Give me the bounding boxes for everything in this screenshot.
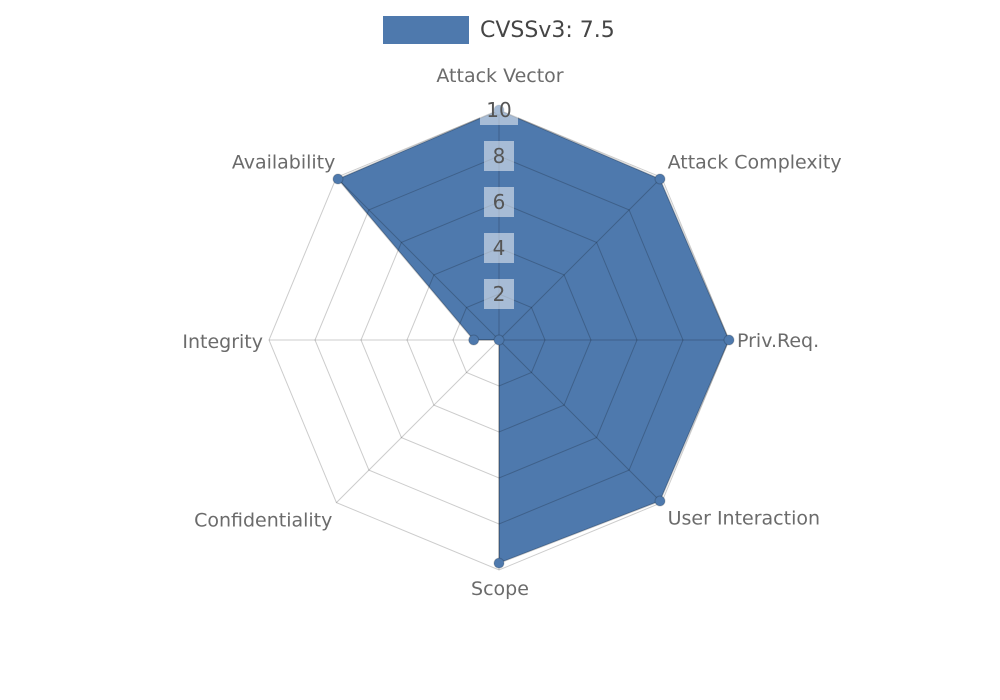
radar-grid-ring [406, 247, 592, 433]
radial-tick-box [484, 187, 514, 217]
radar-grid-ring [452, 293, 546, 387]
radial-tick-box [484, 279, 514, 309]
radar-series-area [337, 109, 730, 564]
radar-grid-spoke [498, 339, 662, 503]
radar-point [332, 173, 344, 185]
axis-label-priv-req: Priv.Req. [737, 330, 819, 352]
radar-point [493, 334, 505, 346]
radar-point [654, 495, 666, 507]
radar-grid-ring [268, 109, 730, 571]
radar-point [493, 557, 505, 569]
axis-label-integrity: Integrity [182, 331, 263, 353]
axis-label-user-interaction: User Interaction [668, 508, 820, 530]
radar-point [468, 334, 480, 346]
axis-label-availability: Availability [232, 151, 336, 173]
radial-tick-label: 10 [486, 98, 511, 122]
legend-label: CVSSv3: 7.5 [480, 17, 615, 43]
radial-tick-label: 4 [493, 236, 506, 260]
radial-tick-label: 6 [493, 190, 506, 214]
radar-point [723, 334, 735, 346]
radial-tick-box [480, 95, 518, 125]
legend-swatch [383, 16, 469, 44]
radar-grid-spoke [498, 177, 662, 341]
axis-label-attack-complexity: Attack Complexity [668, 151, 842, 173]
chart-legend: CVSSv3: 7.5 [383, 16, 615, 44]
radial-tick-label: 2 [493, 282, 506, 306]
radar-grid-ring [314, 155, 684, 525]
radar-point [654, 173, 666, 185]
radial-tick-label: 8 [493, 144, 506, 168]
axis-label-confidentiality: Confidentiality [194, 510, 332, 532]
radial-tick-box [484, 141, 514, 171]
radar-grid-spoke [336, 339, 500, 503]
radar-grid-ring [360, 201, 638, 479]
axis-label-scope: Scope [471, 578, 529, 600]
axis-label-attack-vector: Attack Vector [436, 65, 563, 87]
radar-grid-spoke [336, 177, 500, 341]
radial-tick-box [484, 233, 514, 263]
